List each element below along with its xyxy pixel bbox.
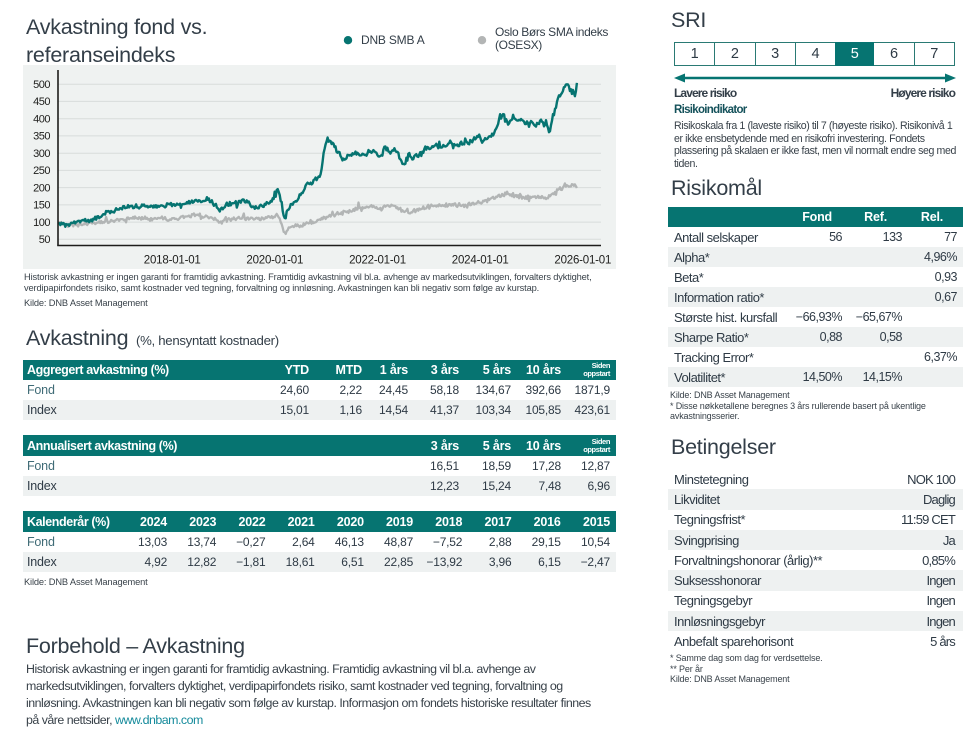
svg-text:300: 300 bbox=[33, 148, 50, 160]
svg-text:2022-01-01: 2022-01-01 bbox=[349, 255, 406, 267]
svg-text:2024-01-01: 2024-01-01 bbox=[452, 255, 509, 267]
svg-text:500: 500 bbox=[33, 79, 50, 91]
svg-text:400: 400 bbox=[33, 114, 50, 126]
svg-text:2026-01-01: 2026-01-01 bbox=[554, 255, 611, 267]
svg-text:450: 450 bbox=[33, 96, 50, 108]
svg-text:350: 350 bbox=[33, 131, 50, 143]
svg-text:150: 150 bbox=[33, 200, 50, 212]
svg-text:2020-01-01: 2020-01-01 bbox=[246, 255, 303, 267]
svg-text:2018-01-01: 2018-01-01 bbox=[144, 255, 201, 267]
svg-text:250: 250 bbox=[33, 165, 50, 177]
svg-text:100: 100 bbox=[33, 217, 50, 229]
svg-text:50: 50 bbox=[39, 234, 51, 246]
svg-text:200: 200 bbox=[33, 182, 50, 194]
